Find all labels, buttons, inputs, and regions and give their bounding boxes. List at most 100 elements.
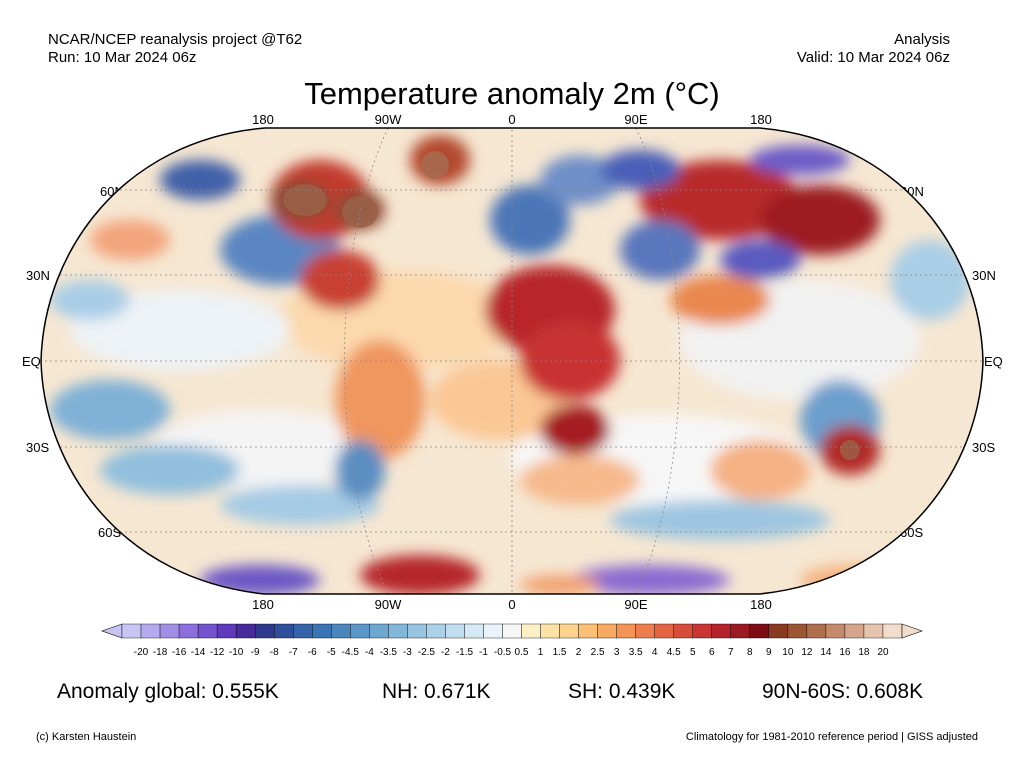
analysis-label: Analysis — [894, 31, 950, 48]
colorbar-tick-label: -12 — [209, 647, 225, 658]
colorbar-cell — [654, 623, 674, 639]
colorbar-tick-label: -18 — [152, 647, 168, 658]
colorbar-tick-label: 4.5 — [666, 647, 681, 658]
colorbar-tick-label: -10 — [228, 647, 244, 658]
colorbar-tick-label: -4.5 — [341, 647, 359, 658]
colorbar-low-extension — [101, 623, 123, 639]
colorbar-tick-label: 12 — [801, 647, 813, 658]
colorbar-cell — [369, 623, 389, 639]
valid-time-label: Valid: 10 Mar 2024 06z — [796, 49, 950, 66]
colorbar-tick-label: -1.5 — [455, 647, 474, 658]
lat-label-left-eq: EQ — [22, 354, 41, 369]
colorbar-tick-label: -0.5 — [493, 647, 512, 658]
colorbar-cell — [293, 623, 313, 639]
lon-label-top-90e: 90E — [624, 112, 648, 127]
colorbar-cell — [407, 623, 427, 639]
copyright: (c) Karsten Haustein — [36, 731, 137, 743]
colorbar-tick-label: 4 — [651, 647, 658, 658]
colorbar-high-extension — [901, 623, 923, 639]
colorbar-cell — [692, 623, 712, 639]
colorbar-cell — [216, 623, 237, 639]
colorbar-tick-label: 3 — [613, 647, 620, 658]
colorbar-cell — [350, 623, 370, 639]
colorbar-cell — [882, 623, 903, 639]
lon-label-bottom-180w: 180 — [252, 597, 274, 612]
lat-label-right-30n: 30N — [972, 268, 996, 283]
colorbar-cell — [578, 623, 598, 639]
lon-label-top-180w: 180 — [252, 112, 274, 127]
colorbar-cell — [711, 623, 731, 639]
colorbar-tick-label: -3.5 — [379, 647, 397, 658]
lon-label-bottom-90e: 90E — [624, 597, 648, 612]
colorbar-tick-label: 1.5 — [552, 647, 567, 658]
colorbar-cell — [464, 623, 484, 639]
lon-label-top-90w: 90W — [374, 112, 402, 127]
colorbar-tick-label: -6 — [307, 647, 317, 658]
colorbar-tick-label: -2 — [440, 647, 450, 658]
colorbar-cell — [806, 623, 827, 639]
colorbar-cell — [502, 623, 522, 639]
colorbar-cell — [559, 623, 579, 639]
colorbar-tick-label: 2 — [575, 647, 582, 658]
lat-label-left-30n: 30N — [26, 268, 50, 283]
run-time-label: Run: 10 Mar 2024 06z — [48, 49, 197, 66]
colorbar-tick-label: -2.5 — [417, 647, 435, 658]
colorbar-cell — [483, 623, 503, 639]
colorbar-cell — [159, 623, 180, 639]
colorbar-tick-label: -4 — [364, 647, 374, 658]
colorbar-cell — [235, 623, 256, 639]
colorbar-cell — [521, 623, 541, 639]
colorbar-tick-label: 9 — [766, 647, 772, 658]
sh-anomaly: SH: 0.439K — [568, 680, 676, 703]
colorbar-tick-label: -1 — [479, 647, 488, 658]
lon-label-bottom-180e: 180 — [750, 597, 772, 612]
colorbar-cell — [445, 623, 465, 639]
colorbar-tick-label: 14 — [820, 647, 832, 658]
colorbar-tick-label: 8 — [747, 647, 753, 658]
colorbar-tick-label: 3.5 — [628, 647, 643, 658]
colorbar-tick-label: -5 — [326, 647, 336, 658]
colorbar-cell — [844, 623, 865, 639]
colorbar-cell — [312, 623, 332, 639]
lon-label-top-0: 0 — [508, 112, 516, 127]
global-anomaly: Anomaly global: 0.555K — [57, 680, 279, 703]
lon-label-bottom-90w: 90W — [374, 597, 402, 612]
colorbar-tick-label: -14 — [190, 647, 206, 658]
nh-anomaly: NH: 0.671K — [382, 680, 491, 703]
colorbar-cell — [825, 623, 846, 639]
colorbar-cell — [597, 623, 617, 639]
region-anomaly: 90N-60S: 0.608K — [762, 680, 924, 703]
lon-label-bottom-0: 0 — [508, 597, 516, 612]
colorbar-cell — [673, 623, 693, 639]
colorbar-tick-label: 16 — [839, 647, 851, 658]
colorbar-tick-label: -9 — [250, 647, 260, 658]
colorbar-cell — [254, 623, 275, 639]
colorbar-tick-label: -20 — [133, 647, 149, 658]
colorbar-tick-label: 0.5 — [514, 647, 529, 658]
colorbar-cell — [178, 623, 199, 639]
model-label: NCAR/NCEP reanalysis project @T62 — [48, 31, 303, 48]
colorbar-cell — [635, 623, 655, 639]
colorbar-cell — [863, 623, 884, 639]
colorbar-tick-label: 1 — [537, 647, 544, 658]
colorbar-cell — [331, 623, 351, 639]
colorbar-cell — [787, 623, 808, 639]
colorbar-cell — [273, 623, 294, 639]
colorbar-cell — [749, 623, 770, 639]
lat-label-right-30s: 30S — [972, 440, 996, 455]
colorbar-tick-label: 10 — [782, 647, 794, 658]
colorbar-tick-label: 7 — [727, 647, 734, 658]
colorbar-tick-label: 5 — [689, 647, 696, 658]
colorbar-tick-label: -8 — [269, 647, 279, 658]
colorbar-cell — [768, 623, 789, 639]
colorbar-cell — [197, 623, 218, 639]
colorbar-tick-label: 20 — [877, 647, 889, 658]
colorbar-cell — [540, 623, 560, 639]
lat-label-right-eq: EQ — [984, 354, 1003, 369]
colorbar-cell — [140, 623, 161, 639]
climatology-note: Climatology for 1981-2010 reference peri… — [685, 731, 978, 743]
colorbar-tick-label: -16 — [171, 647, 187, 658]
colorbar-tick-label: -3 — [402, 647, 412, 658]
